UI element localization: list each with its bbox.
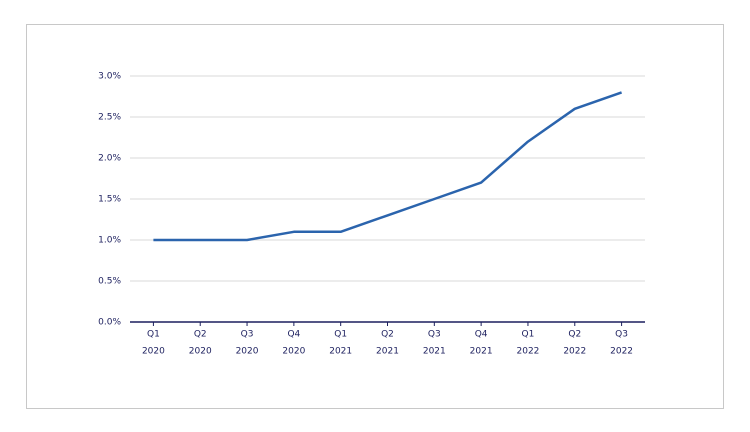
- frame: [26, 24, 724, 409]
- x-tick-label: Q2: [381, 330, 394, 340]
- x-tick-label: Q4: [475, 330, 488, 340]
- x-tick-label: 2020: [189, 347, 212, 357]
- x-tick-label: Q1: [334, 330, 347, 340]
- x-tick-label: 2020: [282, 347, 305, 357]
- y-tick-label: 1.5%: [98, 195, 121, 205]
- x-tick-label: 2022: [610, 347, 633, 357]
- x-tick-label: 2022: [517, 347, 540, 357]
- x-tick-label: Q1: [147, 330, 160, 340]
- x-tick-label: 2021: [470, 347, 493, 357]
- x-tick-label: 2021: [423, 347, 446, 357]
- x-tick-label: 2022: [563, 347, 586, 357]
- y-tick-label: 3.0%: [98, 72, 121, 82]
- y-tick-label: 0.5%: [98, 277, 121, 287]
- x-tick-label: Q3: [428, 330, 441, 340]
- x-tick-label: Q1: [522, 330, 535, 340]
- x-tick-label: Q2: [568, 330, 581, 340]
- x-tick-label: 2020: [236, 347, 259, 357]
- x-tick-label: Q2: [194, 330, 207, 340]
- x-tick-label: Q3: [241, 330, 254, 340]
- x-tick-label: 2021: [376, 347, 399, 357]
- x-tick-label: Q3: [615, 330, 628, 340]
- y-tick-label: 2.0%: [98, 154, 121, 164]
- x-tick-label: 2021: [329, 347, 352, 357]
- data-line: [153, 91, 623, 242]
- y-tick-label: 0.0%: [98, 318, 121, 328]
- x-tick-label: 2020: [142, 347, 165, 357]
- x-tick-label: Q4: [287, 330, 300, 340]
- y-tick-label: 2.5%: [98, 113, 121, 123]
- y-tick-label: 1.0%: [98, 236, 121, 246]
